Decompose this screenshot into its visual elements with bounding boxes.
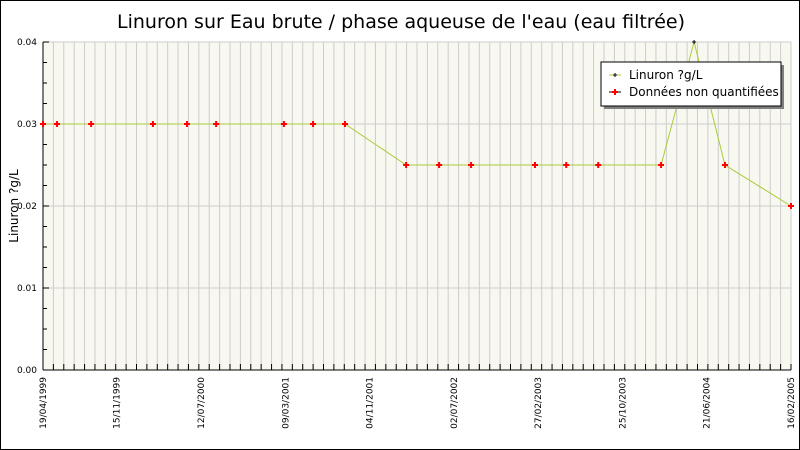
y-tick-label: 0.01: [17, 284, 37, 294]
y-tick-label: 0.04: [17, 38, 37, 48]
non-quantified-point: [183, 121, 190, 127]
non-quantified-point: [149, 121, 156, 127]
y-tick-label: 0.03: [17, 120, 37, 130]
x-tick-label: 04/11/2001: [366, 377, 376, 429]
chart-title: Linuron sur Eau brute / phase aqueuse de…: [117, 11, 685, 33]
legend-box: [600, 61, 782, 107]
non-quantified-point: [468, 162, 475, 168]
non-quantified-point: [280, 121, 287, 127]
non-quantified-point: [40, 121, 46, 127]
non-quantified-point: [310, 121, 317, 127]
x-tick-label: 09/03/2001: [281, 377, 291, 429]
non-quantified-point: [54, 121, 61, 127]
legend-label-series: Linuron ?g/L: [629, 68, 703, 82]
non-quantified-point: [531, 162, 538, 168]
quantified-point: [692, 40, 697, 44]
non-quantified-point: [342, 121, 349, 127]
non-quantified-point: [436, 162, 443, 168]
non-quantified-point: [88, 121, 95, 127]
y-axis-label: Linuron ?g/L: [7, 169, 21, 243]
legend-quantified-marker: [613, 73, 617, 77]
non-quantified-point: [721, 162, 728, 168]
y-tick-label: 0.02: [17, 202, 37, 212]
x-tick-label: 16/02/2005: [787, 377, 797, 429]
x-tick-label: 19/04/1999: [39, 377, 49, 429]
x-tick-label: 21/06/2004: [703, 377, 713, 429]
x-tick-label: 02/07/2002: [450, 377, 460, 429]
non-quantified-point: [658, 162, 665, 168]
plot-area: 0.00 0.01 0.02 0.03 0.04 19/04/1999 15/11/1999…: [17, 38, 797, 429]
x-tick-label: 12/07/2000: [197, 377, 207, 429]
non-quantified-point: [788, 203, 794, 209]
x-tick-label: 27/02/2003: [534, 377, 544, 429]
x-tick-label: 25/10/2003: [618, 377, 628, 429]
non-quantified-point: [213, 121, 220, 127]
legend: Linuron ?g/L Données non quantifiées: [600, 61, 784, 109]
non-quantified-point: [563, 162, 570, 168]
y-tick-label: 0.00: [17, 366, 37, 376]
non-quantified-point: [403, 162, 410, 168]
non-quantified-point: [595, 162, 602, 168]
legend-label-non-quantified: Données non quantifiées: [629, 85, 779, 99]
legend-nq-marker: [612, 89, 618, 95]
x-tick-label: 15/11/1999: [113, 377, 123, 429]
